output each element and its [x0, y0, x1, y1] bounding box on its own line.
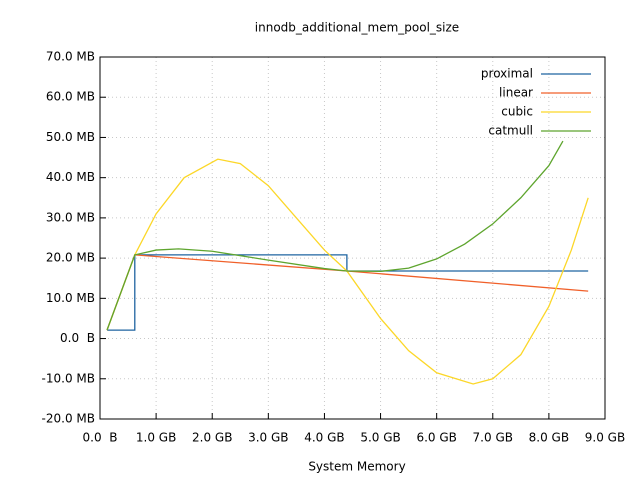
x-tick-label: 9.0 GB — [585, 431, 625, 445]
y-tick-label: 60.0 MB — [46, 90, 95, 104]
chart-title: innodb_additional_mem_pool_size — [255, 21, 459, 35]
y-tick-label: 0.0 B — [60, 331, 95, 345]
plot-border — [99, 56, 606, 420]
x-tick-label: 0.0 B — [83, 431, 118, 445]
x-axis-label: System Memory — [308, 460, 405, 474]
x-tick-label: 3.0 GB — [248, 431, 288, 445]
y-tick-label: 30.0 MB — [46, 210, 95, 224]
x-tick-label: 4.0 GB — [304, 431, 344, 445]
legend-label: linear — [499, 86, 533, 100]
legend-label: cubic — [501, 105, 533, 119]
x-tick-label: 2.0 GB — [192, 431, 232, 445]
x-tick-label: 8.0 GB — [529, 431, 569, 445]
x-tick-label: 1.0 GB — [136, 431, 176, 445]
x-tick-label: 7.0 GB — [473, 431, 513, 445]
y-tick-label: -10.0 MB — [42, 371, 95, 385]
x-tick-label: 5.0 GB — [360, 431, 400, 445]
legend-label: catmull — [488, 124, 533, 138]
y-tick-label: 70.0 MB — [46, 50, 95, 64]
y-tick-label: -20.0 MB — [42, 412, 95, 426]
series-line — [106, 140, 564, 331]
y-tick-label: 10.0 MB — [46, 291, 95, 305]
legend-label: proximal — [481, 67, 533, 81]
x-tick-label: 6.0 GB — [416, 431, 456, 445]
y-tick-label: 20.0 MB — [46, 251, 95, 265]
y-tick-label: 50.0 MB — [46, 130, 95, 144]
y-tick-label: 40.0 MB — [46, 170, 95, 184]
